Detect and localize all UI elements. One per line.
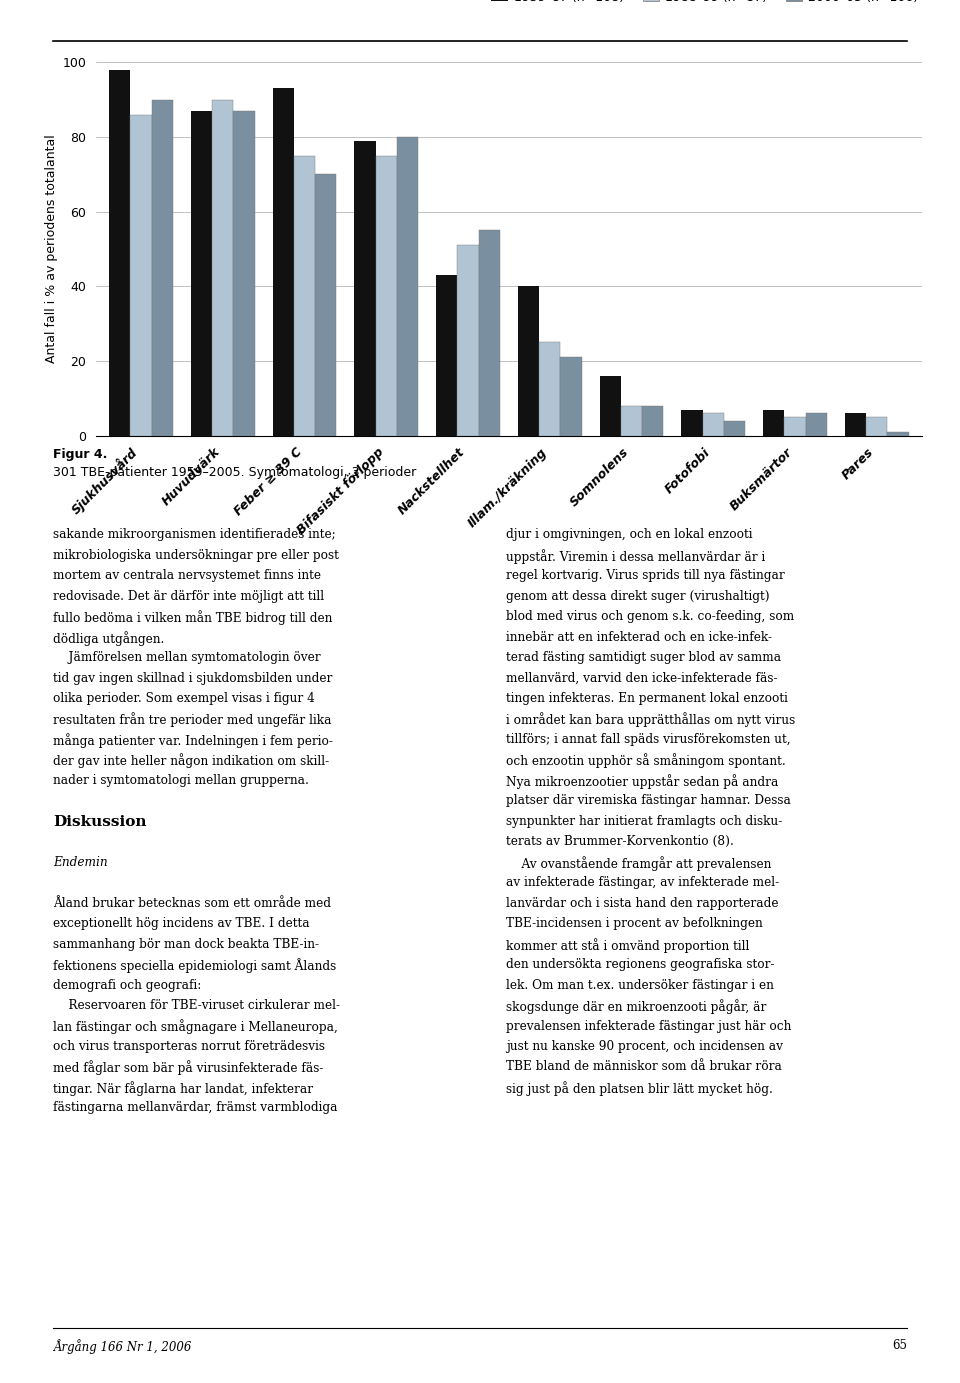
Bar [375,155,396,436]
Text: terats av Brummer-Korvenkontio (8).: terats av Brummer-Korvenkontio (8). [506,835,733,848]
Bar [478,230,500,436]
Bar [191,111,212,436]
Text: och virus transporteras norrut företrädesvis: och virus transporteras norrut företräde… [53,1040,324,1052]
Text: med fåglar som bär på virusinfekterade fäs-: med fåglar som bär på virusinfekterade f… [53,1061,324,1076]
Bar [315,174,336,436]
Text: Jämförelsen mellan symtomatologin över: Jämförelsen mellan symtomatologin över [53,651,321,664]
Text: Årgång 166 Nr 1, 2006: Årgång 166 Nr 1, 2006 [53,1339,191,1354]
Text: fullo bedöma i vilken mån TBE bidrog till den: fullo bedöma i vilken mån TBE bidrog til… [53,610,332,625]
Text: mortem av centrala nervsystemet finns inte: mortem av centrala nervsystemet finns in… [53,570,321,582]
Bar [784,418,805,436]
Bar [682,409,703,436]
Bar [845,414,866,436]
Y-axis label: Antal fall i % av periodens totalantal: Antal fall i % av periodens totalantal [45,134,59,364]
Text: fektionens speciella epidemiologi samt Ålands: fektionens speciella epidemiologi samt Å… [53,958,336,974]
Text: TBE bland de människor som då brukar röra: TBE bland de människor som då brukar rör… [506,1061,781,1073]
Text: demografi och geografi:: demografi och geografi: [53,979,202,992]
Text: djur i omgivningen, och en lokal enzooti: djur i omgivningen, och en lokal enzooti [506,528,753,541]
Text: Diskussion: Diskussion [53,815,146,828]
Text: exceptionellt hög incidens av TBE. I detta: exceptionellt hög incidens av TBE. I det… [53,917,309,931]
Text: regel kortvarig. Virus sprids till nya fästingar: regel kortvarig. Virus sprids till nya f… [506,570,784,582]
Text: Nya mikroenzootier uppstår sedan på andra: Nya mikroenzootier uppstår sedan på andr… [506,774,779,788]
Bar [642,405,663,436]
Bar [561,357,582,436]
Text: sammanhang bör man dock beakta TBE-in-: sammanhang bör man dock beakta TBE-in- [53,938,319,950]
Text: Figur 4.: Figur 4. [53,448,108,461]
Bar [294,155,315,436]
Text: och enzootin upphör så småningom spontant.: och enzootin upphör så småningom spontan… [506,754,785,769]
Text: 301 TBE-patienter 1959–2005. Symtomatologi, 3 perioder: 301 TBE-patienter 1959–2005. Symtomatolo… [53,466,416,479]
Text: Av ovanstående framgår att prevalensen: Av ovanstående framgår att prevalensen [506,856,771,871]
Bar [621,405,642,436]
Text: i området kan bara upprätthållas om nytt virus: i området kan bara upprätthållas om nytt… [506,712,795,727]
Text: der gav inte heller någon indikation om skill-: der gav inte heller någon indikation om … [53,754,329,769]
Text: många patienter var. Indelningen i fem perio-: många patienter var. Indelningen i fem p… [53,733,333,748]
Text: 65: 65 [892,1339,907,1351]
Bar [212,100,233,436]
Bar [457,245,478,436]
Text: innebär att en infekterad och en icke-infek-: innebär att en infekterad och en icke-in… [506,631,772,643]
Text: just nu kanske 90 procent, och incidensen av: just nu kanske 90 procent, och incidense… [506,1040,783,1052]
Text: mellanvärd, varvid den icke-infekterade fäs-: mellanvärd, varvid den icke-infekterade … [506,672,778,685]
Bar [866,418,887,436]
Text: tid gav ingen skillnad i sjukdomsbilden under: tid gav ingen skillnad i sjukdomsbilden … [53,672,332,685]
Text: tingar. När fåglarna har landat, infekterar: tingar. När fåglarna har landat, infekte… [53,1082,313,1095]
Bar [152,100,173,436]
Bar [540,343,561,436]
Bar [131,115,152,436]
Legend: 1959–87 (n=108), 1988–99 (n=87), 2000–05 (n=106): 1959–87 (n=108), 1988–99 (n=87), 2000–05… [487,0,924,10]
Bar [724,420,745,436]
Text: lan fästingar och smågnagare i Mellaneuropa,: lan fästingar och smågnagare i Mellaneur… [53,1019,338,1034]
Text: terad fästing samtidigt suger blod av samma: terad fästing samtidigt suger blod av sa… [506,651,781,664]
Text: resultaten från tre perioder med ungefär lika: resultaten från tre perioder med ungefär… [53,712,331,727]
Text: Endemin: Endemin [53,856,108,869]
Text: synpunkter har initierat framlagts och disku-: synpunkter har initierat framlagts och d… [506,815,782,828]
Text: prevalensen infekterade fästingar just här och: prevalensen infekterade fästingar just h… [506,1019,791,1033]
Bar [703,414,724,436]
Bar [887,431,908,436]
Text: dödliga utgången.: dödliga utgången. [53,631,164,646]
Text: skogsdunge där en mikroenzooti pågår, är: skogsdunge där en mikroenzooti pågår, är [506,999,766,1014]
Text: uppstår. Viremin i dessa mellanvärdar är i: uppstår. Viremin i dessa mellanvärdar är… [506,549,765,564]
Text: fästingarna mellanvärdar, främst varmblodiga: fästingarna mellanvärdar, främst varmblo… [53,1101,337,1115]
Bar [763,409,784,436]
Text: lek. Om man t.ex. undersöker fästingar i en: lek. Om man t.ex. undersöker fästingar i… [506,979,774,992]
Text: av infekterade fästingar, av infekterade mel-: av infekterade fästingar, av infekterade… [506,877,780,889]
Text: Åland brukar betecknas som ett område med: Åland brukar betecknas som ett område me… [53,896,331,910]
Bar [354,141,375,436]
Bar [396,137,418,436]
Text: tillförs; i annat fall späds virusförekomsten ut,: tillförs; i annat fall späds virusföreko… [506,733,790,745]
Text: platser där viremiska fästingar hamnar. Dessa: platser där viremiska fästingar hamnar. … [506,794,791,808]
Text: genom att dessa direkt suger (virushaltigt): genom att dessa direkt suger (virushalti… [506,589,770,603]
Bar [436,275,457,436]
Text: redovisade. Det är därför inte möjligt att till: redovisade. Det är därför inte möjligt a… [53,589,324,603]
Text: nader i symtomatologi mellan grupperna.: nader i symtomatologi mellan grupperna. [53,774,309,787]
Bar [600,376,621,436]
Bar [109,69,131,436]
Text: sakande mikroorganismen identifierades inte;: sakande mikroorganismen identifierades i… [53,528,336,541]
Bar [233,111,254,436]
Text: lanvärdar och i sista hand den rapporterade: lanvärdar och i sista hand den rapporter… [506,896,779,910]
Text: Reservoaren för TBE-viruset cirkulerar mel-: Reservoaren för TBE-viruset cirkulerar m… [53,999,340,1012]
Bar [805,414,827,436]
Bar [517,286,540,436]
Text: mikrobiologiska undersökningar pre eller post: mikrobiologiska undersökningar pre eller… [53,549,339,561]
Text: den undersökta regionens geografiska stor-: den undersökta regionens geografiska sto… [506,958,775,971]
Bar [273,89,294,436]
Text: olika perioder. Som exempel visas i figur 4: olika perioder. Som exempel visas i figu… [53,692,315,705]
Text: kommer att stå i omvänd proportion till: kommer att stå i omvänd proportion till [506,938,750,953]
Text: tingen infekteras. En permanent lokal enzooti: tingen infekteras. En permanent lokal en… [506,692,788,705]
Text: TBE-incidensen i procent av befolkningen: TBE-incidensen i procent av befolkningen [506,917,762,931]
Text: sig just på den platsen blir lätt mycket hög.: sig just på den platsen blir lätt mycket… [506,1082,773,1095]
Text: blod med virus och genom s.k. co-feeding, som: blod med virus och genom s.k. co-feeding… [506,610,794,624]
